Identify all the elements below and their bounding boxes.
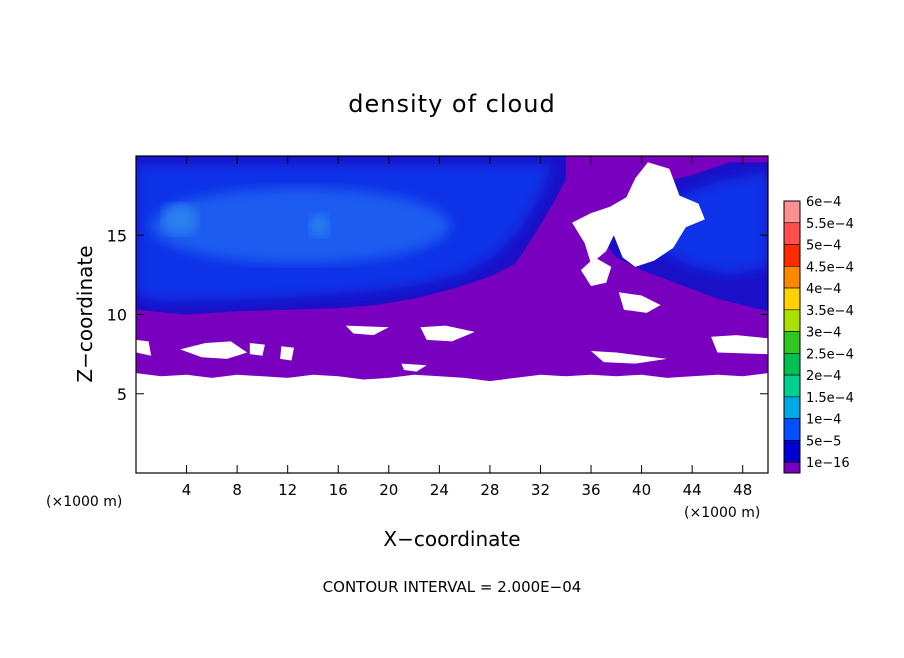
- colorbar-swatch: [783, 244, 801, 267]
- x-tick-label: 12: [278, 481, 297, 499]
- clear-region: [249, 343, 265, 356]
- x-tick-label: 36: [581, 481, 600, 499]
- colorbar-swatch: [783, 222, 801, 245]
- clear-region: [180, 341, 248, 359]
- clear-region: [591, 351, 667, 364]
- clear-region: [580, 257, 612, 286]
- x-tick-label: 32: [531, 481, 550, 499]
- clear-region: [711, 335, 768, 355]
- clear-region: [618, 292, 661, 313]
- colorbar-swatch: [783, 309, 801, 332]
- x-tick-label: 4: [182, 481, 192, 499]
- colorbar-label: 1.5e−4: [806, 391, 854, 406]
- clear-region: [280, 346, 294, 361]
- colorbar-label: 5.5e−4: [806, 217, 854, 232]
- y-tick-label: 10: [107, 306, 127, 325]
- cloud-core: [150, 187, 451, 264]
- colorbar-swatch: [783, 396, 801, 419]
- colorbar-label: 4e−4: [806, 282, 841, 297]
- y-axis-label: Z−coordinate: [73, 245, 97, 382]
- colorbar-swatch: [783, 440, 801, 463]
- x-axis: 4 8 12 16 20 24 28 32 36 40 44 48: [182, 156, 752, 499]
- colorbar-label: 6e−4: [806, 195, 841, 210]
- x-unit-left: (×1000 m): [46, 494, 122, 510]
- x-tick-label: 8: [232, 481, 242, 499]
- x-axis-label: X−coordinate: [383, 527, 520, 551]
- x-tick-label: 44: [683, 481, 702, 499]
- colorbar-label: 5e−4: [806, 239, 841, 254]
- colorbar-swatch: [783, 374, 801, 398]
- contour-interval-note: CONTOUR INTERVAL = 2.000E−04: [323, 578, 582, 596]
- colorbar-label: 3.5e−4: [806, 304, 854, 319]
- clear-region: [136, 339, 152, 356]
- clear-region: [420, 325, 475, 342]
- colorbar-swatch: [783, 331, 801, 354]
- clear-region: [572, 162, 705, 267]
- colorbar-label: 2e−4: [806, 369, 841, 384]
- colorbar-swatch: [783, 265, 801, 289]
- colorbar-frame: [783, 200, 801, 474]
- colorbar-swatch: [783, 200, 801, 224]
- colorbar-legend: 6e−4 5.5e−4 5e−4 4.5e−4 4e−4 3.5e−4 3e−4 2.5e−4…: [783, 195, 854, 474]
- x-tick-label: 48: [733, 481, 752, 499]
- cloud-core-peak: [309, 213, 330, 238]
- x-tick-label: 40: [632, 481, 651, 499]
- clear-region: [401, 363, 427, 372]
- colorbar-label: 2.5e−4: [806, 347, 854, 362]
- clear-region: [345, 325, 389, 336]
- cloud-core-peak: [162, 203, 199, 236]
- x-tick-label: 28: [480, 481, 499, 499]
- colorbar-swatch: [783, 461, 801, 474]
- chart-title: density of cloud: [348, 90, 555, 118]
- x-tick-label: 16: [329, 481, 348, 499]
- colorbar-label: 3e−4: [806, 326, 841, 341]
- plot-area: [136, 156, 768, 473]
- colorbar-swatch: [783, 418, 801, 441]
- y-axis: 5 10 15: [107, 226, 768, 404]
- colorbar-swatch: [783, 353, 801, 376]
- density-field: [136, 156, 768, 382]
- colorbar-label: 1e−4: [806, 413, 841, 428]
- x-tick-label: 20: [379, 481, 398, 499]
- colorbar-label: 4.5e−4: [806, 260, 854, 275]
- colorbar-swatch: [783, 287, 801, 311]
- colorbar-label: 1e−16: [806, 456, 850, 471]
- x-tick-label: 24: [430, 481, 449, 499]
- y-tick-label: 5: [117, 385, 127, 404]
- colorbar-label: 5e−5: [806, 434, 841, 449]
- x-unit-right: (×1000 m): [684, 505, 760, 521]
- y-tick-label: 15: [107, 226, 127, 245]
